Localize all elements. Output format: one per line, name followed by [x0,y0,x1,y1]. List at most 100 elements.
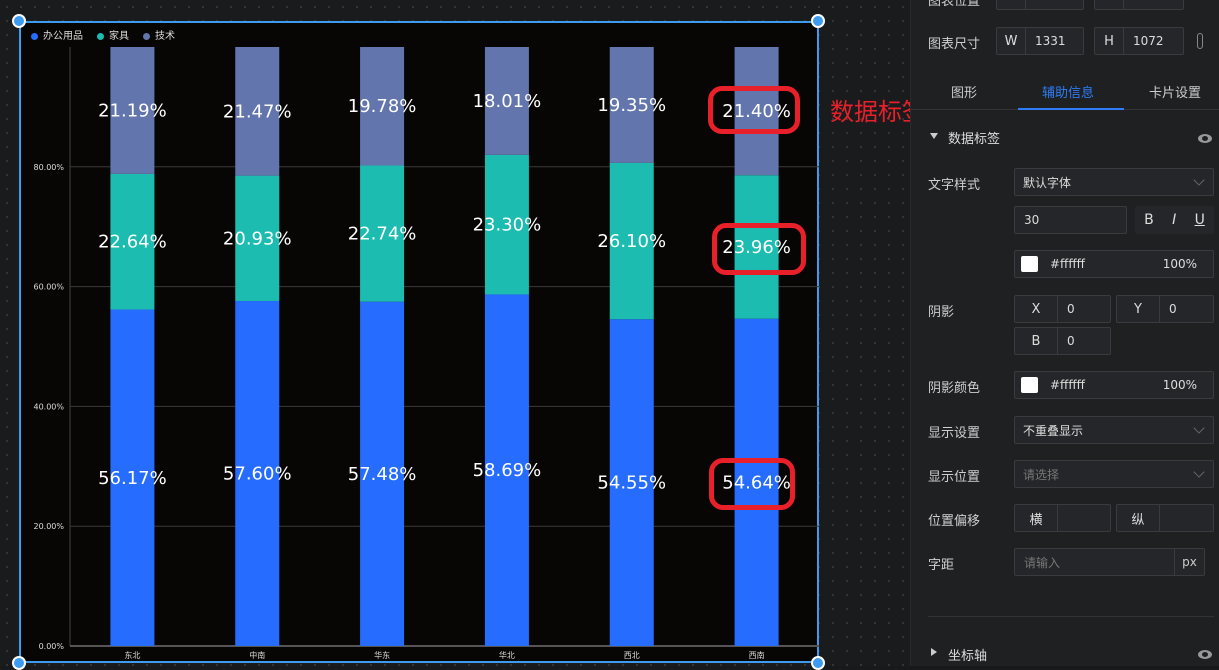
data-label: 57.48% [348,464,417,485]
bar-segment [734,318,779,646]
data-label: 21.47% [223,101,292,122]
bold-button[interactable]: B [1144,212,1154,228]
display-position-select[interactable]: 请选择 [1014,460,1214,488]
bar-segment [235,300,280,646]
bar-segment [734,175,779,319]
unit: px [1174,549,1204,575]
lock-ratio-icon[interactable] [1197,33,1203,49]
bar-segment [484,154,529,295]
color-swatch[interactable] [1021,377,1038,393]
bar-segment [484,47,529,155]
position-x-input[interactable]: X385 [996,0,1084,10]
display-label: 显示设置 [928,426,981,441]
b-prefix: B [1015,328,1058,354]
bar-segment [609,47,654,163]
y-prefix: Y [1117,296,1160,322]
x-prefix: X [997,0,1026,9]
legend-label: 家具 [109,31,129,42]
resize-handle[interactable] [811,14,825,28]
legend-dot [31,32,38,40]
color-swatch[interactable] [1021,256,1038,272]
collapse-icon[interactable] [930,133,938,139]
data-label: 56.17% [98,468,167,489]
resize-handle[interactable] [12,656,26,670]
position-label: 图表位置 [928,0,981,9]
w-prefix: W [997,28,1026,54]
resize-handle[interactable] [12,14,26,28]
shadow-color-picker[interactable]: #ffffff 100% [1014,371,1214,399]
size-label: 图表尺寸 [928,37,981,52]
x-tick-label: 东北 [124,650,140,660]
display-position-label: 显示位置 [928,470,981,485]
legend-item[interactable]: 家具 [97,27,129,42]
tab-graphics[interactable]: 图形 [951,86,978,101]
width-input[interactable]: W 1331 [996,27,1084,55]
display-select[interactable]: 不重叠显示 [1014,416,1214,444]
expand-icon[interactable] [931,648,937,656]
opacity-value: 100% [1162,257,1197,271]
shadow-color-label: 阴影颜色 [928,381,981,396]
underline-button[interactable]: U [1194,212,1205,228]
data-label: 19.35% [597,95,666,116]
eye-icon[interactable] [1198,134,1212,143]
h-value: 1072 [1133,34,1164,48]
height-input[interactable]: H 1072 [1094,27,1184,55]
bar-segment [484,294,529,646]
legend-dot [143,32,150,40]
y-tick-label: 80.00% [33,163,64,172]
x-tick-label: 西北 [624,651,640,660]
font-size-input[interactable]: 30 [1014,206,1127,234]
offset-h-input[interactable]: 横 [1014,504,1111,532]
tab-auxiliary-info[interactable]: 辅助信息 [1042,86,1095,101]
color-value: #ffffff [1050,378,1085,392]
opacity-value: 100% [1162,378,1197,392]
tab-card-settings[interactable]: 卡片设置 [1149,86,1202,101]
eye-icon[interactable] [1198,650,1212,659]
font-select[interactable]: 默认字体 [1014,168,1214,196]
text-color-picker[interactable]: #ffffff 100% [1014,250,1214,278]
italic-button[interactable]: I [1172,212,1177,228]
position-y-input[interactable]: Y0 [1094,0,1184,10]
bar-segment [110,47,155,174]
x-value: 0 [1067,302,1075,316]
data-label: 20.93% [223,228,292,249]
y-tick-label: 40.00% [33,402,64,411]
placeholder: 请输入 [1024,555,1061,570]
data-label: 23.96% [722,237,791,258]
h-prefix: 横 [1015,505,1058,531]
data-label: 19.78% [348,96,417,117]
chevron-down-icon [1193,422,1205,434]
resize-handle[interactable] [811,656,825,670]
x-tick-label: 华东 [374,650,390,660]
data-label: 22.64% [98,232,167,253]
annotation-circle [708,86,800,134]
divider [928,616,1214,617]
w-value: 1331 [1035,34,1066,48]
shadow-label: 阴影 [928,305,955,320]
x-tick-label: 西南 [749,650,765,660]
data-label: 26.10% [597,231,666,252]
spacing-input[interactable]: 请输入 px [1014,548,1205,576]
chart-card[interactable]: 办公用品 家具 技术 0.00% 20.00% 40.00% 60.00% 80.00%… [19,21,819,663]
x-tick-label: 中南 [249,650,265,660]
placeholder: 请选择 [1023,467,1060,482]
y-value: 0 [1124,0,1141,3]
axis-section-title: 坐标轴 [948,649,988,664]
v-prefix: 纵 [1117,505,1160,531]
bar-segment [609,319,654,646]
legend-item[interactable]: 办公用品 [31,27,83,42]
legend-item[interactable]: 技术 [143,27,175,42]
data-label: 54.64% [722,472,791,493]
font-size-value: 30 [1024,213,1040,227]
y-tick-label: 60.00% [33,283,64,292]
offset-v-input[interactable]: 纵 [1116,504,1214,532]
bar-segment [609,162,654,320]
y-tick-label: 0.00% [39,642,65,651]
data-label: 18.01% [473,91,542,112]
data-label: 57.60% [223,463,292,484]
data-label: 54.55% [597,473,666,494]
color-value: #ffffff [1050,257,1085,271]
